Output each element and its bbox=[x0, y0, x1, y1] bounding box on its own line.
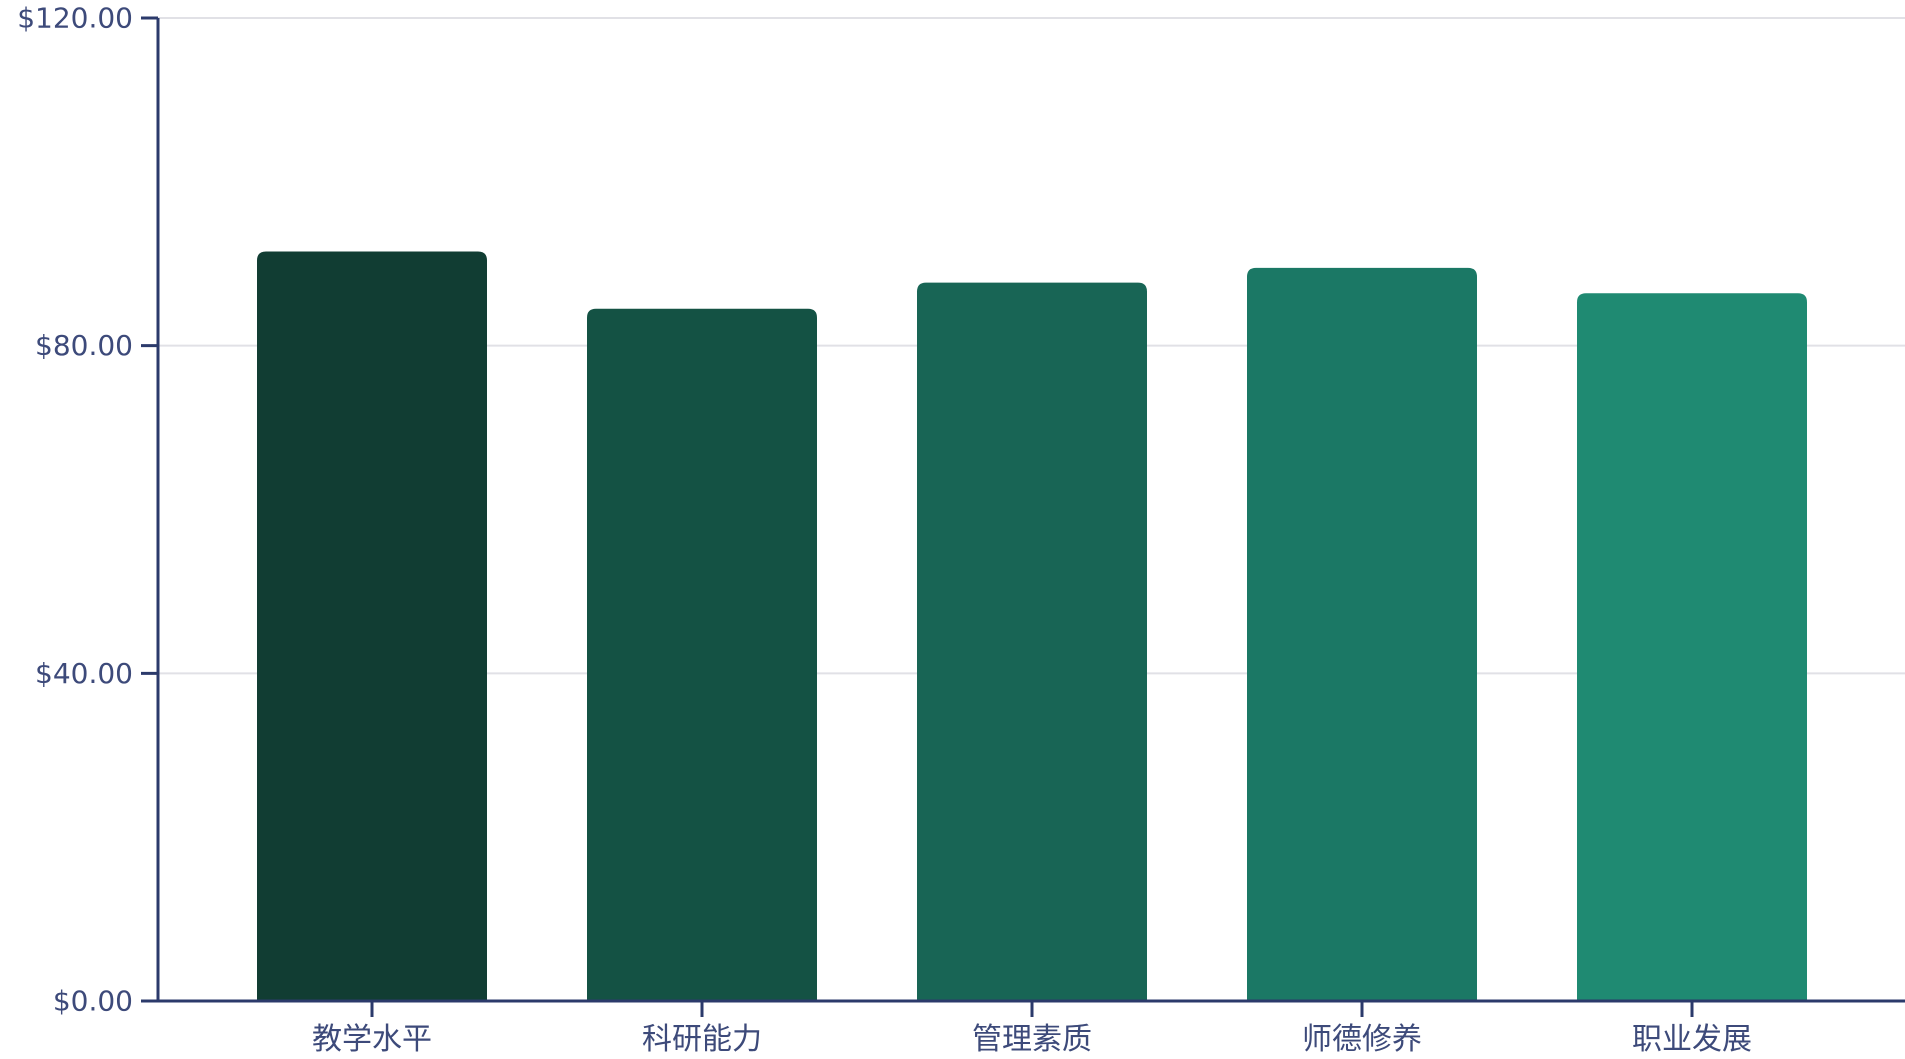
bar-3 bbox=[917, 282, 1147, 1001]
y-axis-ticks: $0.00 $40.00 $80.00 $120.00 bbox=[17, 2, 158, 1018]
y-tick-label: $0.00 bbox=[53, 985, 133, 1018]
x-tick-label: 管理素质 bbox=[972, 1022, 1092, 1057]
bar-1 bbox=[257, 251, 487, 1001]
bars bbox=[257, 251, 1807, 1001]
y-tick-label: $80.00 bbox=[35, 329, 133, 362]
x-tick-label: 科研能力 bbox=[642, 1022, 762, 1057]
y-tick-label: $40.00 bbox=[35, 657, 133, 690]
x-tick-label: 职业发展 bbox=[1632, 1022, 1752, 1057]
x-tick-label: 师德修养 bbox=[1302, 1022, 1422, 1057]
y-tick-label: $120.00 bbox=[17, 2, 133, 35]
x-tick-label: 教学水平 bbox=[312, 1022, 432, 1057]
bar-2 bbox=[587, 308, 817, 1001]
axes bbox=[141, 18, 1905, 1003]
bar-5 bbox=[1577, 293, 1807, 1001]
x-axis-ticks: 教学水平 科研能力 管理素质 师德修养 职业发展 bbox=[312, 1001, 1752, 1057]
bar-4 bbox=[1247, 267, 1477, 1001]
